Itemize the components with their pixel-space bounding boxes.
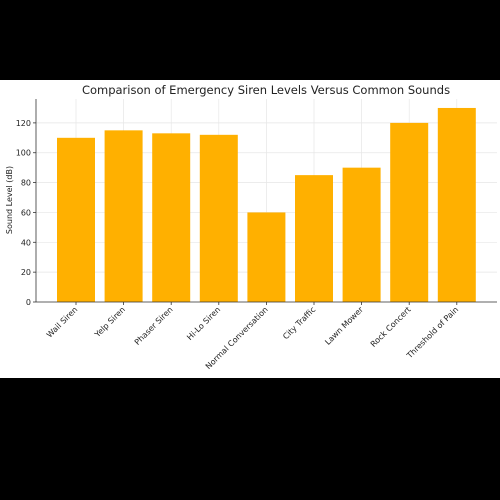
y-tick-label-80: 80: [21, 179, 31, 188]
bar-threshold-of-pain: [437, 107, 476, 303]
x-tick-label-threshold-of-pain: Threshold of Pain: [404, 305, 460, 361]
y-ticks: 0 20 40 60 80 100 120: [16, 119, 36, 307]
x-tick-label-hi-lo-siren: Hi-Lo Siren: [185, 305, 222, 342]
bar-normal-conversation: [247, 212, 286, 302]
y-tick-label-120: 120: [16, 119, 31, 128]
x-tick-label-wail-siren: Wail Siren: [45, 305, 79, 339]
bar-hi-lo-siren: [199, 134, 238, 302]
y-tick-label-20: 20: [21, 268, 31, 277]
x-ticks: Wail Siren Yelp Siren Phaser Siren Hi-Lo Si…: [45, 302, 460, 371]
chart-title: Comparison of Emergency Siren Levels Ver…: [82, 83, 450, 97]
bar-rock-concert: [390, 122, 429, 302]
x-tick-label-phaser-siren: Phaser Siren: [133, 305, 175, 347]
bar-phaser-siren: [152, 133, 191, 302]
bar-city-traffic: [295, 175, 333, 302]
x-tick-label-yelp-siren: Yelp Siren: [92, 305, 127, 340]
y-tick-label-40: 40: [21, 238, 31, 247]
x-tick-label-city-traffic: City Traffic: [281, 305, 317, 341]
y-tick-label-60: 60: [21, 208, 31, 217]
x-tick-label-rock-concert: Rock Concert: [369, 305, 413, 349]
bar-yelp-siren: [104, 130, 143, 302]
bar-wail-siren: [57, 137, 95, 302]
bars: [57, 107, 476, 303]
x-tick-label-lawn-mower: Lawn Mower: [323, 305, 365, 347]
y-tick-label-100: 100: [16, 149, 31, 158]
bar-lawn-mower: [342, 167, 381, 302]
y-axis-label: Sound Level (dB): [5, 166, 14, 234]
y-tick-label-0: 0: [26, 298, 31, 307]
